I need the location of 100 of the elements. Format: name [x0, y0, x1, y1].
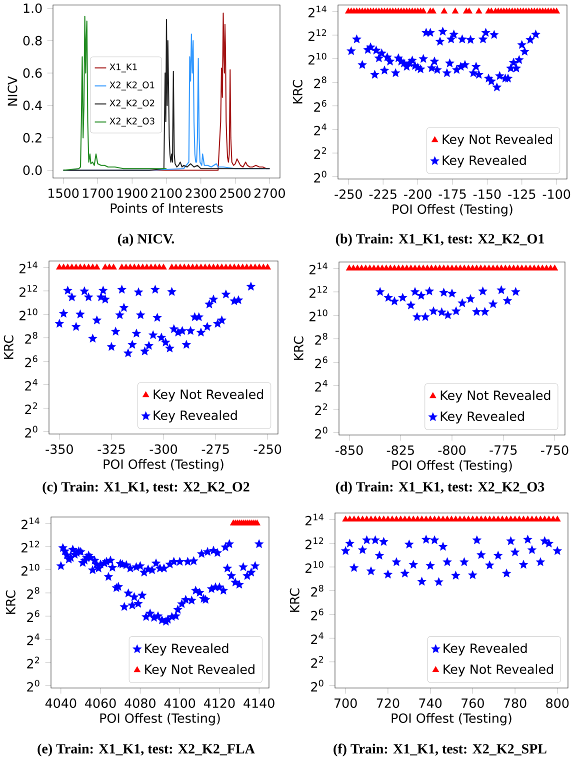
- y-tick-label: 2$^{6}$: [27, 610, 40, 622]
- x-tick-label: -850: [336, 445, 363, 455]
- point: [419, 54, 428, 63]
- y-axis-title: KRC: [292, 80, 302, 104]
- point: [386, 56, 394, 66]
- y-tick-label: 2$^{2}$: [27, 656, 40, 668]
- point: [554, 516, 561, 522]
- point: [458, 298, 467, 307]
- point: [115, 310, 124, 319]
- point: [434, 577, 444, 586]
- point: [63, 286, 72, 294]
- point: [511, 287, 520, 296]
- legend-label: Key Revealed: [154, 410, 237, 423]
- point: [430, 56, 439, 66]
- y-axis-title: KRC: [294, 336, 304, 360]
- y-tick-label: 2$^{8}$: [314, 76, 326, 88]
- point: [366, 566, 376, 575]
- point: [409, 560, 418, 568]
- point: [384, 570, 392, 578]
- point: [416, 291, 426, 300]
- x-axis-title: POI Offest (Testing): [392, 713, 512, 726]
- x-tick-label: 4140: [244, 698, 274, 708]
- x-tick-label: -200: [404, 189, 432, 199]
- y-tick-label: 2$^{8}$: [315, 332, 328, 345]
- legend-label: X2_K2_O3: [110, 118, 154, 126]
- point: [478, 286, 488, 296]
- y-tick-label: 2$^{0}$: [27, 680, 40, 692]
- y-tick-label: 2$^{6}$: [315, 356, 328, 368]
- text: (a) NICV.: [118, 234, 174, 246]
- y-tick-label: 1.0: [24, 3, 42, 14]
- x-tick-label: 780: [504, 698, 526, 708]
- x-tick-label: 1900: [117, 188, 148, 198]
- point: [528, 545, 536, 554]
- point: [186, 326, 195, 335]
- x-tick-label: 700: [334, 698, 357, 708]
- y-tick-label: 2$^{2}$: [315, 403, 328, 416]
- x-tick-label: -250: [254, 444, 282, 454]
- y-tick-label: 2$^{10}$: [20, 308, 38, 320]
- point: [134, 288, 143, 296]
- point: [442, 68, 452, 77]
- point: [496, 286, 506, 294]
- point: [425, 286, 434, 296]
- y-tick-label: 2$^{8}$: [311, 584, 324, 597]
- point: [358, 545, 367, 554]
- point: [466, 35, 475, 44]
- legend-label: Key Revealed: [444, 643, 527, 656]
- x-tick-label: 4100: [164, 698, 196, 708]
- point: [120, 303, 128, 312]
- x-axis-title: POI Offest (Testing): [100, 713, 220, 726]
- point: [495, 71, 504, 80]
- point: [148, 330, 158, 339]
- point: [144, 341, 154, 350]
- point: [440, 8, 448, 14]
- point: [458, 34, 467, 44]
- legend-label: X1_K1: [110, 64, 137, 72]
- x-tick-label: -800: [438, 445, 466, 455]
- x-tick-label: -225: [369, 189, 396, 199]
- y-tick-label: 2$^{4}$: [25, 378, 38, 391]
- point: [452, 8, 459, 14]
- point: [379, 537, 388, 546]
- point: [450, 30, 458, 38]
- legend-label: Key Revealed: [440, 411, 524, 424]
- point: [55, 319, 64, 328]
- point: [408, 56, 417, 64]
- legend-label: Key Not Revealed: [145, 664, 254, 677]
- point: [494, 551, 502, 560]
- point: [161, 338, 170, 346]
- point: [362, 536, 372, 544]
- point: [512, 64, 521, 72]
- point: [160, 264, 167, 270]
- y-tick-label: 2$^{12}$: [308, 29, 326, 41]
- y-tick-label: 2$^{2}$: [25, 402, 38, 414]
- legend-label: Key Revealed: [442, 155, 526, 168]
- legend-label: Key Revealed: [145, 643, 228, 656]
- y-tick-label: 2$^{6}$: [25, 355, 38, 368]
- y-tick-label: 2$^{12}$: [306, 537, 324, 550]
- y-tick-label: 0.6: [23, 68, 42, 78]
- point: [427, 64, 436, 72]
- point: [536, 558, 545, 566]
- point: [438, 27, 448, 36]
- y-tick-label: 2$^{8}$: [27, 587, 40, 599]
- point: [476, 8, 482, 14]
- point: [150, 285, 160, 294]
- point: [412, 312, 422, 321]
- x-tick-label: 800: [546, 698, 569, 708]
- point: [474, 70, 484, 78]
- x-tick-label: 4040: [45, 698, 76, 708]
- point: [502, 568, 511, 578]
- point: [406, 300, 416, 310]
- y-axis-title: KRC: [6, 590, 16, 614]
- point: [509, 58, 518, 66]
- x-tick-label: 720: [376, 698, 400, 708]
- point: [107, 342, 116, 351]
- point: [410, 287, 420, 296]
- point: [234, 296, 243, 304]
- point: [76, 310, 85, 318]
- point: [452, 306, 460, 315]
- point: [526, 35, 535, 44]
- point: [376, 287, 384, 296]
- legend-label: X2_K2_O2: [110, 100, 154, 108]
